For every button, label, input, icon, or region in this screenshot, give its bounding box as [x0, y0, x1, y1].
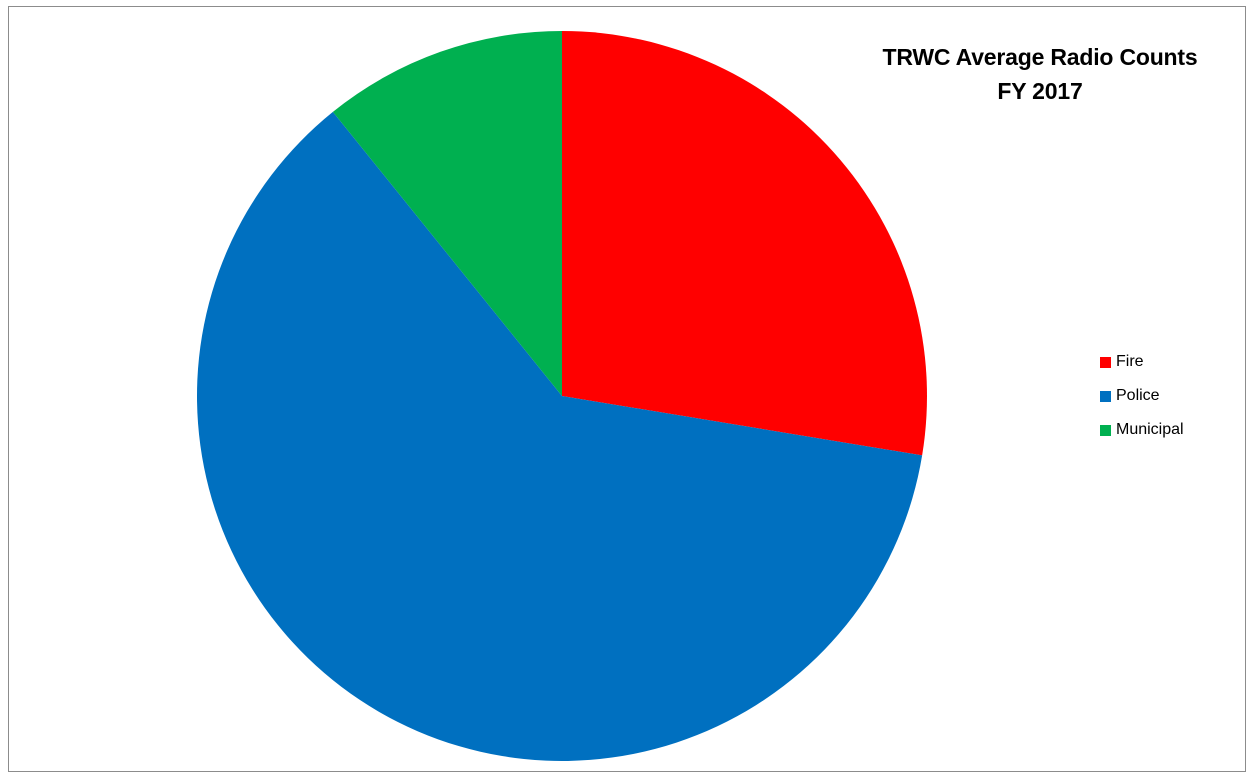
chart-legend: Fire Police Municipal: [1100, 345, 1184, 447]
legend-swatch-municipal: [1100, 424, 1111, 436]
pie-slice-police: [196, 111, 923, 761]
legend-swatch-police: [1100, 390, 1111, 402]
pie-slice-fire: [562, 31, 927, 456]
legend-item-municipal: Municipal: [1100, 413, 1184, 447]
chart-title-line-2: FY 2017: [997, 78, 1083, 104]
chart-title-line-1: TRWC Average Radio Counts: [882, 44, 1198, 70]
pie-slice-municipal: [332, 31, 562, 396]
chart-title: TRWC Average Radio Counts FY 2017: [820, 40, 1252, 108]
legend-item-police: Police: [1100, 379, 1184, 413]
pie-slices: [196, 31, 927, 761]
legend-item-fire: Fire: [1100, 345, 1184, 379]
legend-label-municipal: Municipal: [1116, 421, 1184, 438]
legend-label-police: Police: [1116, 387, 1160, 404]
legend-label-fire: Fire: [1116, 353, 1144, 370]
legend-swatch-fire: [1100, 356, 1111, 368]
